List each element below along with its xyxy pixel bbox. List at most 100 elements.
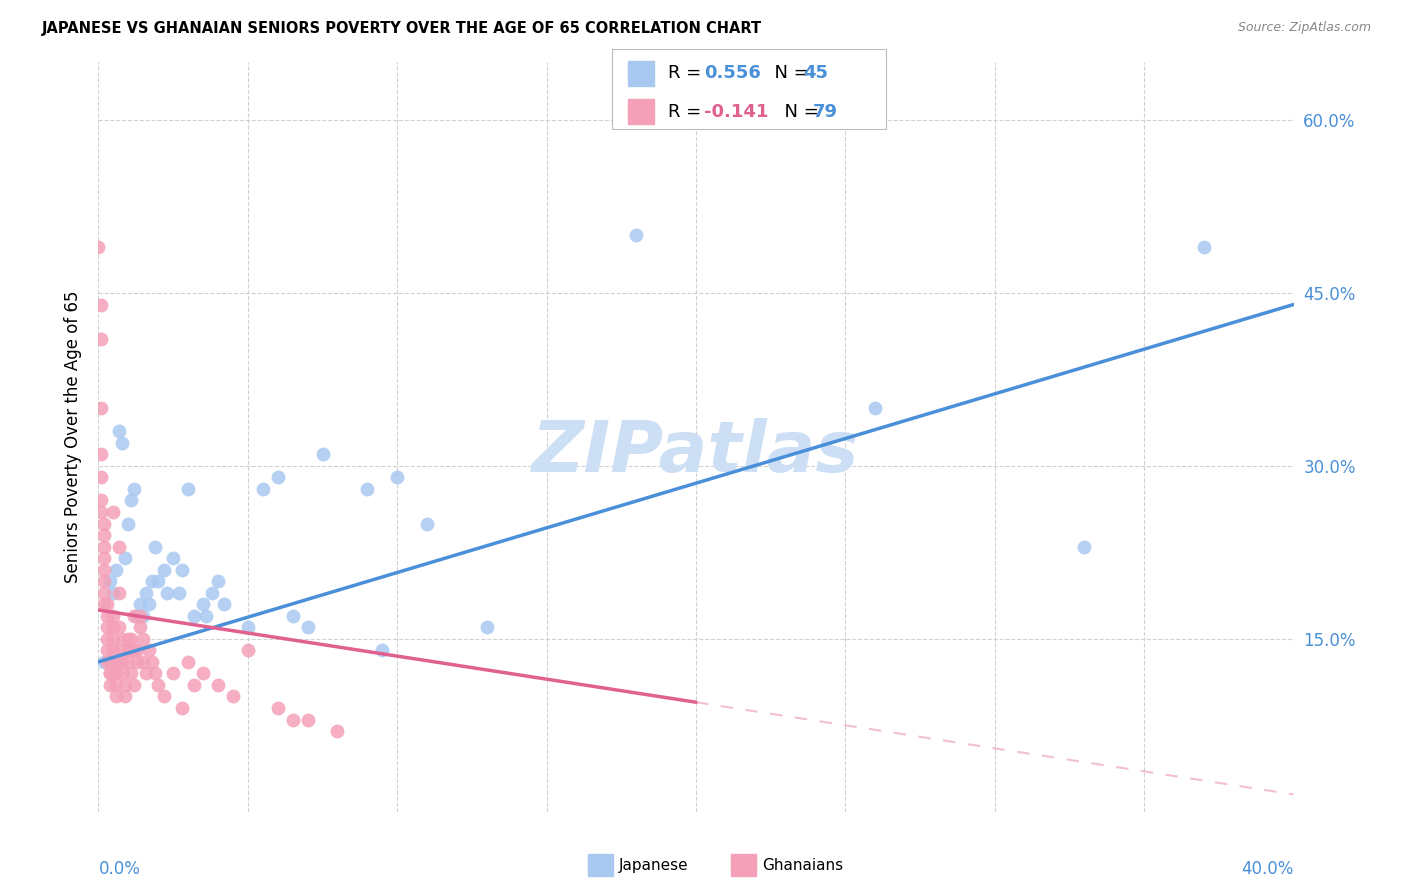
Point bbox=[114, 551, 136, 566]
Point bbox=[103, 608, 125, 623]
Point bbox=[212, 597, 235, 611]
Point bbox=[385, 470, 409, 484]
Point bbox=[135, 585, 157, 599]
Point bbox=[98, 655, 122, 669]
Point bbox=[132, 632, 155, 646]
Point bbox=[143, 540, 166, 554]
Point bbox=[105, 563, 128, 577]
Point bbox=[127, 643, 149, 657]
Point bbox=[103, 655, 125, 669]
Point bbox=[93, 540, 115, 554]
Point bbox=[183, 608, 205, 623]
Point bbox=[124, 608, 146, 623]
Point bbox=[114, 678, 136, 692]
Point bbox=[117, 655, 139, 669]
Point bbox=[98, 666, 122, 681]
Point bbox=[201, 585, 224, 599]
Point bbox=[356, 482, 378, 496]
Point bbox=[117, 632, 139, 646]
Point bbox=[207, 678, 229, 692]
Point bbox=[148, 574, 170, 589]
Point bbox=[172, 701, 194, 715]
Point bbox=[129, 620, 152, 634]
Point bbox=[93, 528, 115, 542]
Point bbox=[153, 563, 176, 577]
Point bbox=[281, 713, 304, 727]
Text: 0.0%: 0.0% bbox=[98, 861, 141, 879]
Point bbox=[162, 551, 184, 566]
Point bbox=[90, 470, 112, 484]
Point bbox=[87, 240, 110, 254]
Point bbox=[90, 297, 112, 311]
Point bbox=[141, 574, 163, 589]
Point bbox=[96, 620, 118, 634]
Point bbox=[105, 655, 128, 669]
Point bbox=[195, 608, 218, 623]
Point bbox=[177, 482, 200, 496]
Text: Source: ZipAtlas.com: Source: ZipAtlas.com bbox=[1237, 21, 1371, 35]
Text: 40.0%: 40.0% bbox=[1241, 861, 1294, 879]
Text: N =: N = bbox=[763, 64, 815, 82]
Text: -0.141: -0.141 bbox=[704, 103, 769, 120]
Point bbox=[127, 608, 149, 623]
Point bbox=[132, 655, 155, 669]
Point bbox=[120, 493, 142, 508]
Point bbox=[162, 666, 184, 681]
Point bbox=[105, 690, 128, 704]
Point bbox=[371, 643, 394, 657]
Text: Ghanaians: Ghanaians bbox=[762, 858, 844, 872]
Point bbox=[96, 608, 118, 623]
Point bbox=[96, 655, 118, 669]
Point bbox=[138, 597, 160, 611]
Point bbox=[297, 620, 319, 634]
Point bbox=[108, 655, 131, 669]
Point bbox=[90, 332, 112, 346]
Point bbox=[103, 620, 125, 634]
Text: 79: 79 bbox=[813, 103, 838, 120]
Point bbox=[129, 597, 152, 611]
Point bbox=[236, 620, 259, 634]
Point bbox=[117, 643, 139, 657]
Point bbox=[98, 574, 122, 589]
Point bbox=[135, 666, 157, 681]
Point bbox=[311, 447, 333, 461]
Point bbox=[111, 632, 134, 646]
Point bbox=[326, 724, 349, 739]
Point bbox=[90, 401, 112, 416]
Point bbox=[117, 516, 139, 531]
Point bbox=[93, 655, 115, 669]
Point bbox=[183, 678, 205, 692]
Point bbox=[108, 425, 131, 439]
Point bbox=[90, 493, 112, 508]
Point bbox=[120, 632, 142, 646]
Text: R =: R = bbox=[668, 103, 707, 120]
Point bbox=[111, 655, 134, 669]
Point bbox=[105, 678, 128, 692]
Point bbox=[129, 608, 152, 623]
Point bbox=[267, 470, 290, 484]
Point bbox=[191, 666, 214, 681]
Point bbox=[865, 401, 887, 416]
Point bbox=[475, 620, 498, 634]
Point bbox=[252, 482, 274, 496]
Point bbox=[1192, 240, 1215, 254]
Point bbox=[98, 666, 122, 681]
Point bbox=[96, 632, 118, 646]
Point bbox=[111, 666, 134, 681]
Text: N =: N = bbox=[773, 103, 825, 120]
Point bbox=[1073, 540, 1095, 554]
Point bbox=[416, 516, 439, 531]
Point bbox=[114, 690, 136, 704]
Text: 0.556: 0.556 bbox=[704, 64, 761, 82]
Point bbox=[127, 655, 149, 669]
Text: Japanese: Japanese bbox=[619, 858, 689, 872]
Point bbox=[120, 666, 142, 681]
Point bbox=[96, 643, 118, 657]
Point bbox=[96, 597, 118, 611]
Point bbox=[148, 678, 170, 692]
Point bbox=[93, 585, 115, 599]
Point bbox=[103, 585, 125, 599]
Point bbox=[191, 597, 214, 611]
Point bbox=[132, 608, 155, 623]
Point bbox=[108, 643, 131, 657]
